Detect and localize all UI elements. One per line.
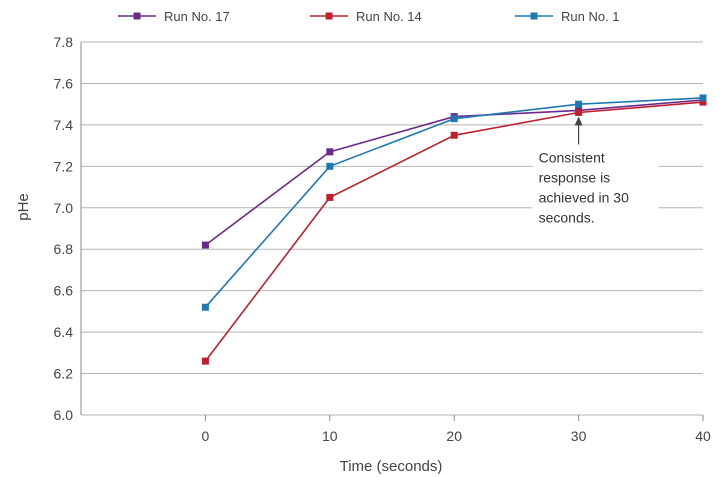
data-point	[326, 194, 333, 201]
annotation-text-line: response is	[539, 169, 611, 185]
data-point	[575, 109, 582, 116]
x-tick-label: 10	[322, 428, 338, 444]
y-axis-title: pHe	[15, 193, 32, 221]
x-tick-label: 40	[695, 428, 711, 444]
axes: 6.0 6.2 6.4 6.6 6.8 7.0 7.2 7.4 7.6 7.8 0 10 20 30 40	[54, 34, 711, 444]
data-point	[326, 163, 333, 170]
legend-label: Run No. 17	[164, 9, 230, 24]
data-point	[451, 115, 458, 122]
data-point	[202, 358, 209, 365]
annotation-arrow-head	[575, 116, 583, 125]
x-tick-label: 20	[446, 428, 462, 444]
annotation-text-line: seconds.	[539, 209, 595, 225]
legend-label: Run No. 14	[356, 9, 422, 24]
x-tick-label: 0	[202, 428, 210, 444]
data-point	[451, 132, 458, 139]
data-point	[202, 242, 209, 249]
x-tick-label: 30	[571, 428, 587, 444]
data-point	[575, 101, 582, 108]
legend-label: Run No. 1	[561, 9, 620, 24]
y-tick-label: 7.4	[54, 117, 74, 133]
y-tick-label: 7.8	[54, 34, 74, 50]
y-tick-label: 6.4	[54, 324, 74, 340]
y-tick-label: 6.6	[54, 283, 74, 299]
y-tick-label: 7.0	[54, 200, 74, 216]
annotation-text-line: Consistent	[539, 149, 605, 165]
data-point	[326, 148, 333, 155]
y-tick-label: 6.8	[54, 241, 74, 257]
legend: Run No. 17 Run No. 14 Run No. 1	[118, 9, 620, 24]
y-tick-label: 6.0	[54, 407, 74, 423]
y-tick-label: 7.2	[54, 158, 74, 174]
annotation: Consistent response is achieved in 30 secon…	[533, 116, 659, 232]
x-axis-title: Time (seconds)	[340, 458, 443, 475]
legend-marker	[326, 13, 333, 20]
data-point	[202, 304, 209, 311]
y-tick-label: 6.2	[54, 366, 74, 382]
annotation-text-line: achieved in 30	[539, 189, 630, 205]
legend-marker	[531, 13, 538, 20]
y-tick-label: 7.6	[54, 75, 74, 91]
data-point	[700, 94, 707, 101]
legend-marker	[134, 13, 141, 20]
